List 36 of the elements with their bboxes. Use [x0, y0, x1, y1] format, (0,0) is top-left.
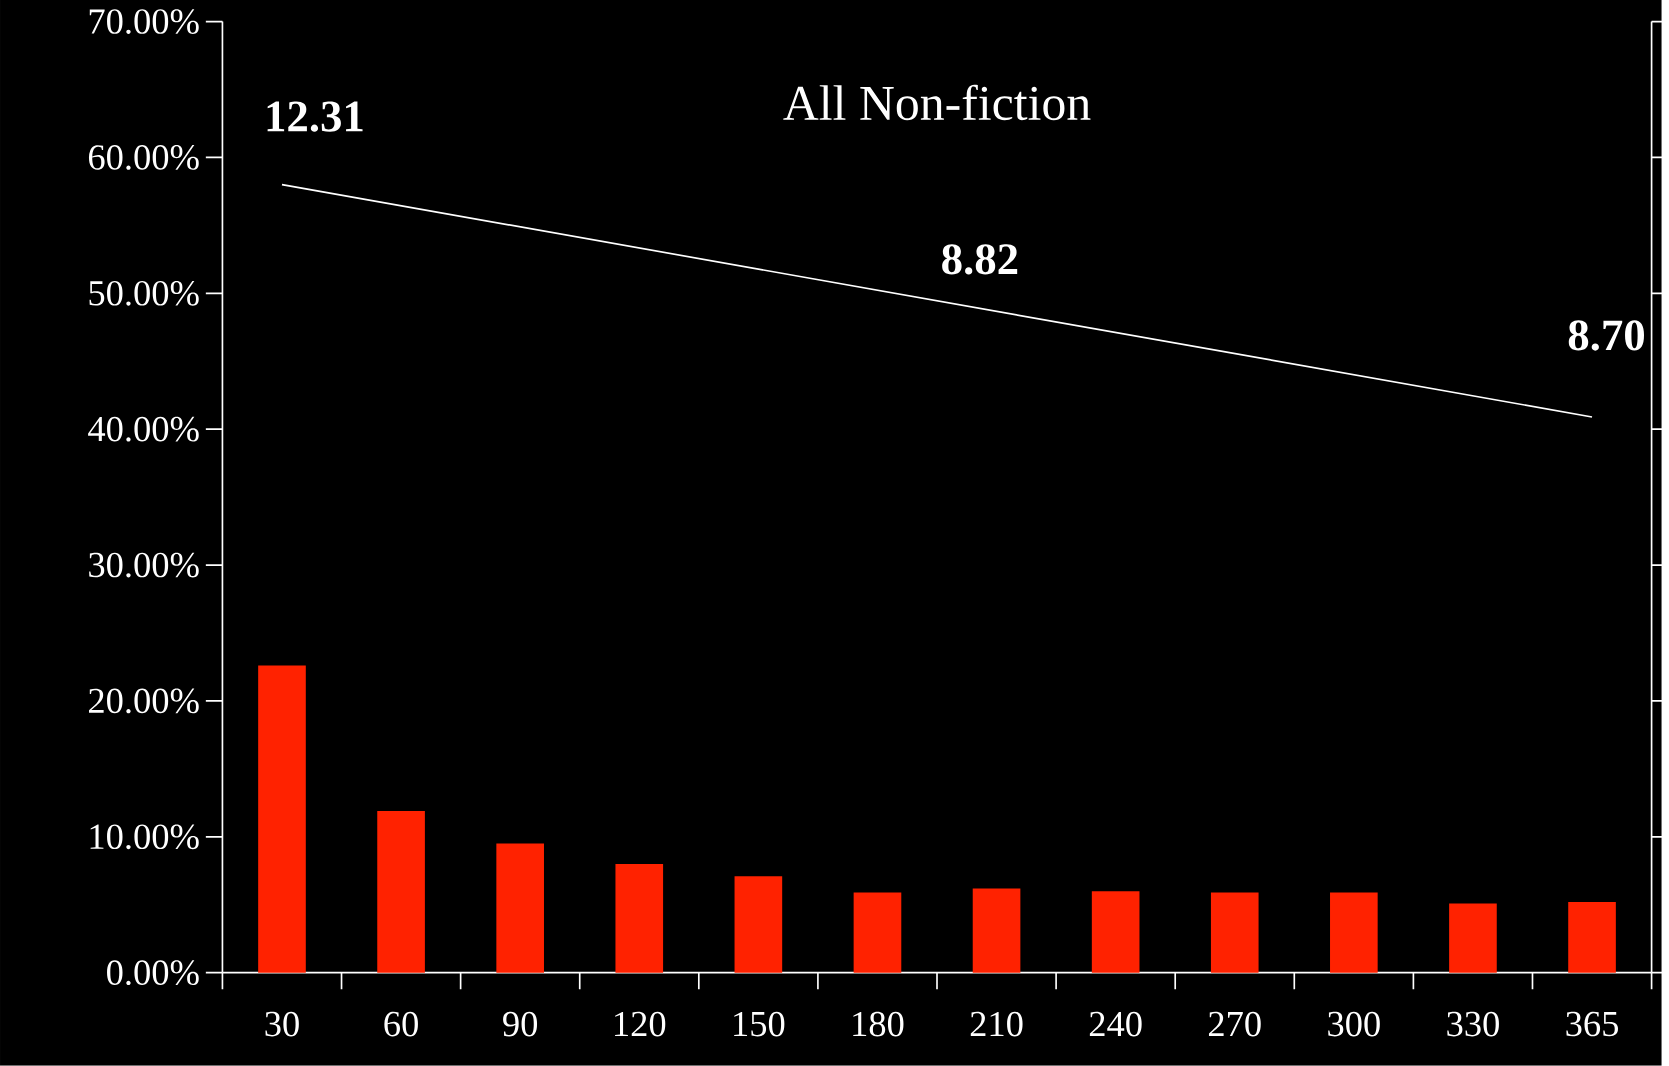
bar	[615, 864, 664, 973]
x-tick-label: 270	[1208, 1011, 1261, 1037]
x-tick-label: 330	[1447, 1011, 1499, 1037]
bar	[1210, 892, 1259, 973]
annotation: 12.31	[267, 101, 363, 133]
text: All Non-fiction	[783, 84, 1091, 121]
y-tick-label: 40.00%	[88, 416, 199, 442]
x-tick-label: 150	[734, 1011, 785, 1037]
bar	[1091, 891, 1140, 973]
annotation: 8.70	[1568, 320, 1645, 351]
y-tick-label: 20.00%	[89, 688, 199, 714]
annotation: 8.82	[942, 244, 1018, 275]
y-tick-label: 0.00%	[107, 960, 199, 986]
x-tick-label: 90	[503, 1011, 538, 1037]
x-tick-label: 365	[1566, 1011, 1619, 1037]
bar	[377, 811, 425, 973]
bar	[1330, 892, 1378, 973]
x-tick-label: 120	[615, 1011, 666, 1037]
x-tick-label: 300	[1328, 1011, 1380, 1037]
x-tick-label: 240	[1089, 1011, 1142, 1037]
x-tick-label: 60	[384, 1011, 418, 1037]
bar	[1568, 902, 1616, 973]
x-tick-label: 210	[970, 1011, 1023, 1037]
bar	[972, 888, 1021, 973]
bar	[734, 876, 783, 973]
y-tick-label: 70.00%	[89, 9, 199, 35]
y-tick-label: 50.00%	[89, 281, 199, 306]
y-tick-label: 30.00%	[89, 552, 199, 578]
y-tick-label: 60.00%	[88, 145, 199, 171]
bar	[496, 843, 544, 973]
x-tick-label: 30	[265, 1011, 299, 1037]
bar	[258, 665, 306, 973]
bar	[853, 892, 902, 973]
y-tick-label: 10.00%	[90, 824, 199, 850]
bar	[1449, 903, 1497, 973]
x-tick-label: 180	[853, 1011, 904, 1037]
